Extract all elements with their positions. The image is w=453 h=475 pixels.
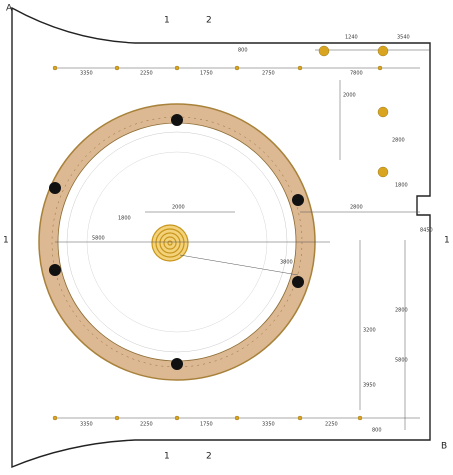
dimension: 3350 — [80, 71, 93, 77]
dimension: 800 — [372, 428, 382, 434]
dimension: 1750 — [200, 422, 213, 428]
dimension: 2800 — [392, 138, 405, 144]
dimension: 2800 — [395, 308, 408, 314]
dimension: 2000 — [343, 93, 356, 99]
section-label: 1 — [444, 236, 450, 246]
floor-plan: A B 1 2 1 2 1 1 3350 2250 1750 2750 1240… — [0, 0, 453, 475]
dimension: 3950 — [363, 383, 376, 389]
dimension: 2800 — [350, 205, 363, 211]
dimension: 800 — [238, 48, 248, 54]
section-label: 2 — [206, 452, 212, 462]
dimension: 7800 — [350, 71, 363, 77]
section-label: 2 — [206, 16, 212, 26]
dimension: 2750 — [262, 71, 275, 77]
dimension: 2250 — [325, 422, 338, 428]
dimension: 2250 — [140, 422, 153, 428]
section-label: 1 — [164, 452, 170, 462]
dimension: 8450 — [420, 228, 433, 234]
dimension: 1750 — [200, 71, 213, 77]
dimension: 1800 — [118, 216, 131, 222]
section-label: 1 — [164, 16, 170, 26]
dimension: 2250 — [140, 71, 153, 77]
dimension: 3350 — [262, 422, 275, 428]
dimension: 2000 — [172, 205, 185, 211]
dimension: 5800 — [92, 236, 105, 242]
dimension: 3800 — [280, 260, 293, 266]
dimension: 3200 — [363, 328, 376, 334]
dimension: 3350 — [80, 422, 93, 428]
dimension: 1240 — [345, 35, 358, 41]
dimension: 3540 — [397, 35, 410, 41]
dimension: 5800 — [395, 358, 408, 364]
corner-label: A — [6, 4, 13, 14]
dimension: 1800 — [395, 183, 408, 189]
corner-label: B — [441, 442, 447, 452]
section-label: 1 — [3, 236, 9, 246]
